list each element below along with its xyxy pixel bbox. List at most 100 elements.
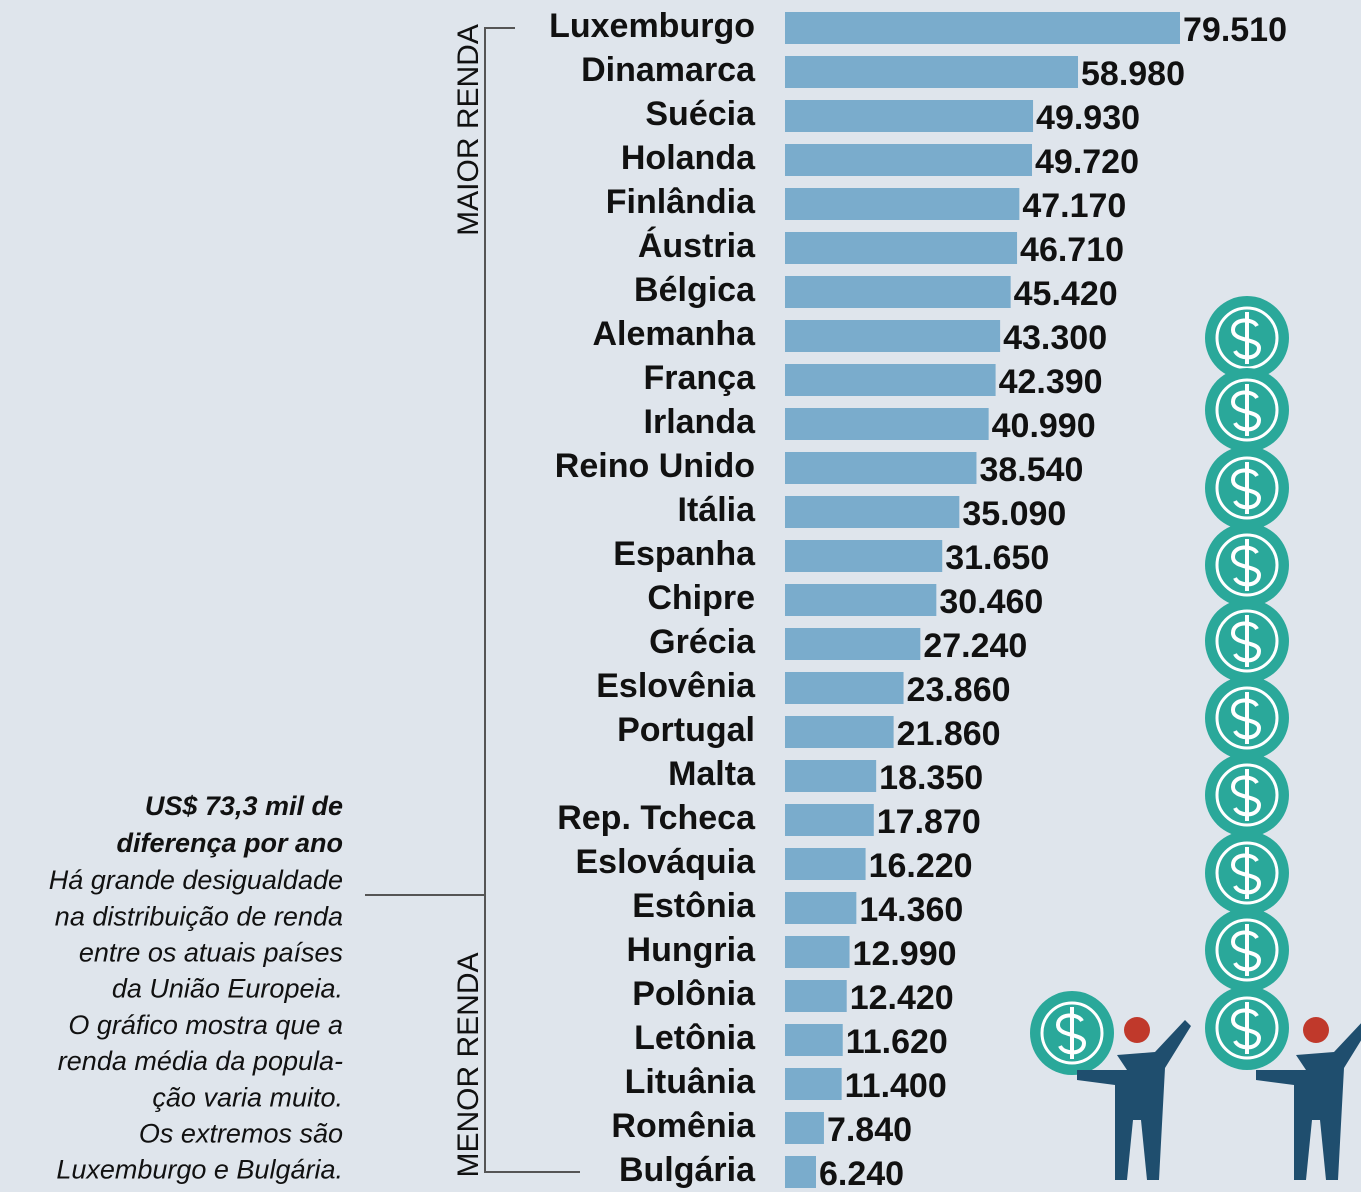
annotation-heading: US$ 73,3 mil de [145, 791, 343, 821]
bar [785, 12, 1180, 44]
category-label: Eslováquia [575, 843, 756, 881]
bar [785, 276, 1011, 308]
bar [785, 892, 857, 924]
value-label: 58.980 [1081, 55, 1185, 93]
value-label: 38.540 [979, 451, 1083, 489]
annotation-text: O gráfico mostra que a [68, 1010, 343, 1040]
dollar-sign [1230, 769, 1262, 821]
coin-ring [1215, 918, 1279, 982]
bracket [365, 27, 580, 1173]
people [1077, 1017, 1361, 1180]
coin-icon [1205, 599, 1289, 683]
bar [785, 716, 894, 748]
category-label: Itália [678, 491, 757, 529]
dollar-sign [1230, 384, 1262, 436]
coin-icon [1205, 296, 1289, 380]
bar [785, 1156, 816, 1188]
dollar-sign [1230, 312, 1262, 364]
bar [785, 144, 1033, 176]
category-label: Dinamarca [581, 51, 756, 89]
coin-ring [1215, 996, 1279, 1060]
category-label: Reino Unido [555, 447, 755, 485]
value-label: 11.620 [846, 1023, 948, 1061]
person-icon [1256, 1017, 1361, 1180]
dollar-sign [1230, 924, 1262, 976]
value-label: 42.390 [999, 363, 1103, 401]
category-label: Irlanda [644, 403, 757, 441]
bar [785, 760, 877, 792]
category-label: Portugal [617, 711, 755, 749]
bar [785, 1068, 842, 1100]
bar [785, 540, 943, 572]
annotation-heading: diferença por ano [116, 828, 343, 858]
coin-icon [1205, 523, 1289, 607]
bracket-line [484, 27, 580, 1173]
category-label: Alemanha [593, 315, 757, 353]
annotation-text: renda média da popula- [58, 1046, 343, 1076]
coin-icon [1205, 368, 1289, 452]
annotation-text: Os extremos são [139, 1119, 343, 1149]
annotation-text: da União Europeia. [112, 974, 343, 1004]
coin-ring [1040, 1001, 1104, 1065]
value-label: 7.840 [827, 1111, 912, 1149]
category-label: Finlândia [606, 183, 756, 221]
category-label: Estônia [632, 887, 756, 925]
value-label: 49.930 [1036, 99, 1140, 137]
value-label: 12.990 [853, 935, 957, 973]
category-label: Letônia [634, 1019, 756, 1057]
bar [785, 804, 874, 836]
dollar-sign [1230, 692, 1262, 744]
coin-icon [1205, 908, 1289, 992]
category-label: França [644, 359, 757, 397]
bar [785, 56, 1079, 88]
coin-ring [1215, 763, 1279, 827]
category-label: Bélgica [634, 271, 756, 309]
category-label: Polônia [632, 975, 756, 1013]
dollar-sign [1230, 539, 1262, 591]
category-label: Rep. Tcheca [557, 799, 756, 837]
value-label: 40.990 [992, 407, 1096, 445]
coin-icon [1205, 446, 1289, 530]
value-label: 31.650 [945, 539, 1049, 577]
bar [785, 1112, 824, 1144]
group-label: MENOR RENDA [452, 952, 485, 1177]
value-label: 23.860 [907, 671, 1011, 709]
bar [785, 628, 921, 660]
bar [785, 320, 1001, 352]
bar [785, 496, 960, 528]
category-label: Hungria [627, 931, 757, 969]
value-label: 12.420 [850, 979, 954, 1017]
bar [785, 408, 989, 440]
category-label: Chipre [647, 579, 755, 617]
coin-ring [1215, 456, 1279, 520]
dollar-sign [1230, 462, 1262, 514]
value-label: 30.460 [939, 583, 1043, 621]
category-label: Malta [668, 755, 756, 793]
annotation-text: entre os atuais países [79, 938, 343, 968]
dollar-sign [1230, 1002, 1262, 1054]
value-label: 47.170 [1022, 187, 1126, 225]
category-label: Holanda [621, 139, 756, 177]
value-label: 35.090 [962, 495, 1066, 533]
value-label: 45.420 [1014, 275, 1118, 313]
dollar-sign [1055, 1007, 1087, 1059]
value-label: 11.400 [845, 1067, 947, 1105]
category-label: Romênia [611, 1107, 756, 1145]
bar [785, 980, 847, 1012]
coin-icon [1205, 986, 1289, 1070]
category-label: Eslovênia [596, 667, 756, 705]
value-label: 16.220 [869, 847, 973, 885]
value-label: 17.870 [877, 803, 981, 841]
coin-icon [1205, 753, 1289, 837]
bar [785, 100, 1034, 132]
bar [785, 1024, 843, 1056]
bar [785, 364, 996, 396]
category-label: Grécia [649, 623, 756, 661]
value-label: 79.510 [1183, 11, 1287, 49]
value-label: 14.360 [859, 891, 963, 929]
value-label: 27.240 [923, 627, 1027, 665]
coin-ring [1215, 841, 1279, 905]
annotation-text: Luxemburgo e Bulgária. [56, 1155, 343, 1185]
coin-ring [1215, 378, 1279, 442]
